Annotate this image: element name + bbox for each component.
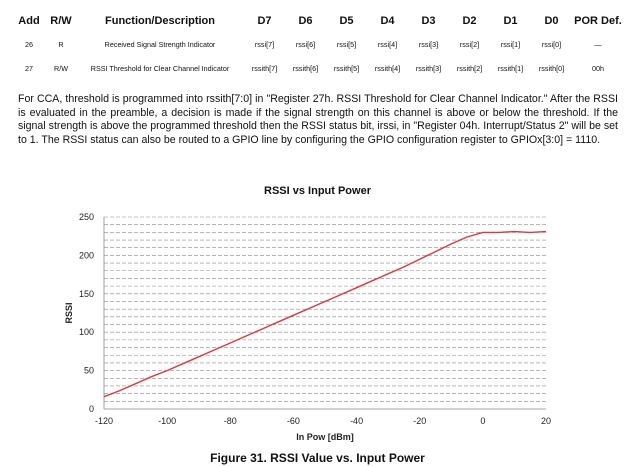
rssi-curve-line [103,230,547,398]
chart-title: RSSI vs Input Power [264,185,371,197]
table-row: 27 R/W RSSI Threshold for Clear Channel … [12,56,624,80]
register-table-header-row: Add R/W Function/Description D7 D6 D5 D4… [12,10,624,32]
cell-por-default: 00h [592,63,604,73]
cell-d6: rssi[6] [295,39,316,49]
header-add: Add [18,15,40,27]
chart-plot-frame [103,217,546,410]
cell-d4: rssith[4] [374,63,401,73]
cell-d1: rssi[1] [500,39,521,49]
cell-rw: R/W [54,63,68,73]
x-tick-label: -40 [350,416,363,426]
header-d2: D2 [462,15,477,27]
x-tick-label: 20 [541,416,551,426]
cell-rw: R [58,39,64,49]
cell-d2: rssi[2] [459,39,480,49]
x-tick-label: -20 [413,416,426,426]
table-row: 26 R Received Signal Strength Indicator … [12,32,624,56]
header-d6: D6 [298,15,313,27]
rssi-vs-input-power-chart: 0 50 100 150 200 250 -120 -100 -80 -60 -40 -20 0 20 I… [64,212,551,442]
cell-d0: rssi[0] [541,39,562,49]
cell-address: 26 [25,39,33,49]
cell-d3: rssi[3] [418,39,439,49]
y-tick-label: 0 [89,404,94,414]
cell-d6: rssith[6] [292,63,319,73]
cell-address: 27 [25,63,33,73]
y-tick-label: 200 [79,250,94,260]
header-d0: D0 [544,15,559,27]
cell-por-default: — [594,39,602,49]
cell-d5: rssith[5] [333,63,360,73]
header-d7: D7 [257,15,272,27]
x-tick-label: -60 [287,416,300,426]
x-tick-label: -120 [95,416,113,426]
cell-d1: rssith[1] [497,63,524,73]
cell-d7: rssith[7] [251,63,278,73]
y-tick-label: 50 [84,366,94,376]
header-d4: D4 [380,15,395,27]
chart-tick-labels: 0 50 100 150 200 250 -120 -100 -80 -60 -40 -20 0 20 [79,212,551,426]
x-tick-label: 0 [480,416,485,426]
cca-description-paragraph: For CCA, threshold is programmed into rs… [18,93,618,146]
cell-d3: rssith[3] [415,63,442,73]
cell-d7: rssi[7] [254,39,275,49]
cell-d0: rssith[0] [538,63,565,73]
header-function: Function/Description [105,15,215,27]
x-tick-label: -80 [224,416,237,426]
figure-caption: Figure 31. RSSI Value vs. Input Power [210,451,425,465]
cell-d4: rssi[4] [377,39,398,49]
header-d1: D1 [503,15,518,27]
header-por-def: POR Def. [574,15,622,27]
cell-function: Received Signal Strength Indicator [104,39,216,49]
x-axis-label: In Pow [dBm] [296,432,354,442]
cell-d5: rssi[5] [336,39,357,49]
cell-function: RSSI Threshold for Clear Channel Indicat… [90,63,230,73]
y-axis-label: RSSI [64,302,74,323]
y-tick-label: 250 [79,212,94,222]
header-d3: D3 [421,15,436,27]
y-tick-label: 100 [79,327,94,337]
cell-d2: rssith[2] [456,63,483,73]
register-table: Add R/W Function/Description D7 D6 D5 D4… [12,10,624,80]
chart-series [103,230,547,398]
chart-gridlines [104,216,546,402]
y-tick-label: 150 [79,289,94,299]
x-tick-label: -100 [158,416,176,426]
header-d5: D5 [339,15,354,27]
header-rw: R/W [50,15,72,27]
